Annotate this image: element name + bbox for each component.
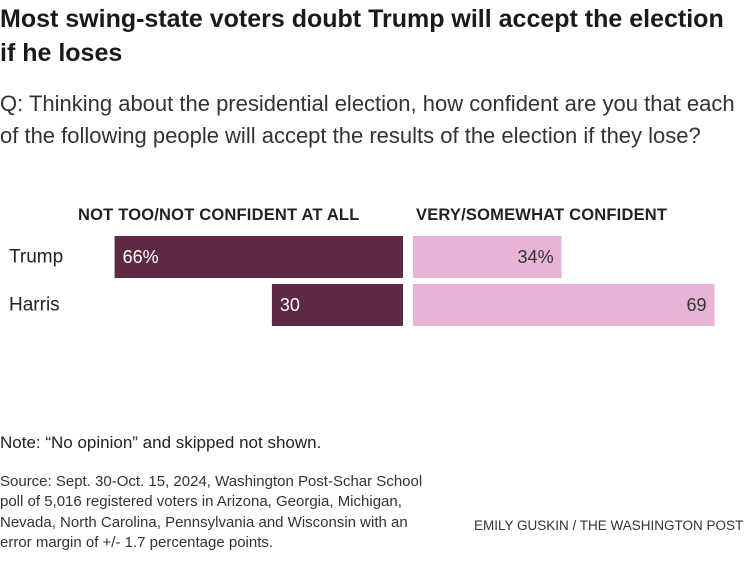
bar-not-confident-harris: [271, 284, 403, 326]
legend-confident: VERY/SOMEWHAT CONFIDENT: [416, 206, 668, 224]
data-label-confident-harris: 69: [686, 295, 706, 315]
bar-confident-harris: [413, 284, 715, 326]
data-label-confident-trump: 34%: [518, 247, 554, 267]
category-label-harris: Harris: [9, 295, 60, 316]
survey-question: Q: Thinking about the presidential elect…: [0, 91, 735, 148]
bar-not-confident-trump: [114, 236, 403, 278]
category-label-trump: Trump: [9, 247, 63, 268]
chart-title: Most swing-state voters doubt Trump will…: [0, 5, 724, 67]
bar-confident-trump: [413, 236, 562, 278]
legend-not-confident: NOT TOO/NOT CONFIDENT AT ALL: [78, 206, 360, 224]
chart-credit: EMILY GUSKIN / THE WASHINGTON POST: [474, 518, 744, 533]
data-label-not-confident-trump: 66%: [123, 247, 159, 267]
data-label-not-confident-harris: 30: [280, 295, 300, 315]
bar-chart: Trump 66% 34% Harris 30 69: [9, 236, 715, 326]
chart-source: Source: Sept. 30-Oct. 15, 2024, Washingt…: [0, 473, 423, 551]
chart-note: Note: “No opinion” and skipped not shown…: [0, 433, 322, 452]
